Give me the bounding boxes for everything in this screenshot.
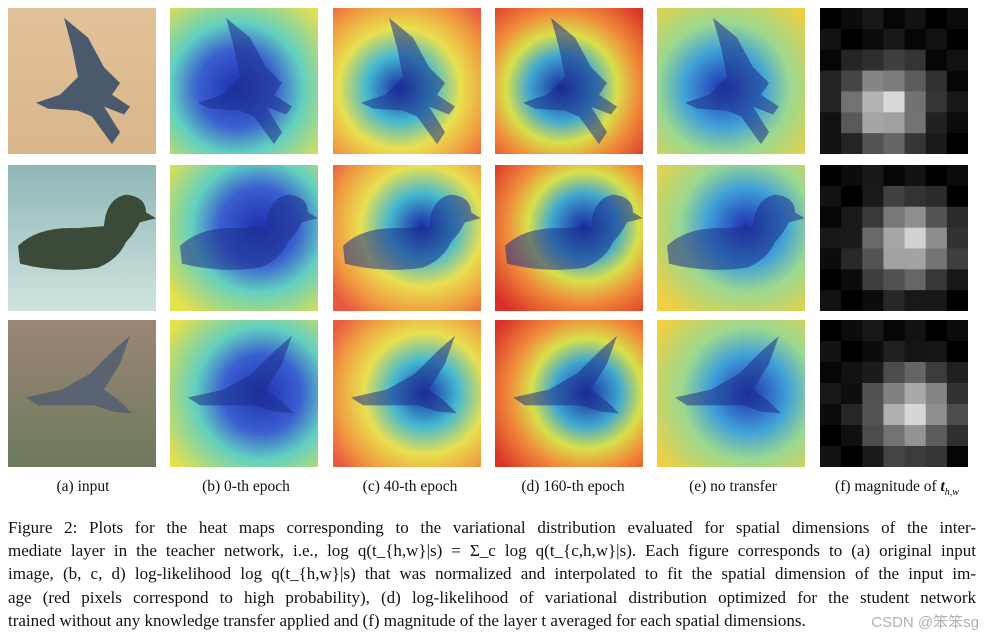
panel-d-row-2 xyxy=(495,165,643,311)
heat-map xyxy=(333,8,481,154)
heat-map xyxy=(657,8,805,154)
column-labels: (a) input (b) 0-th epoch (c) 40-th epoch… xyxy=(0,478,987,502)
heat-map xyxy=(495,8,643,154)
figure-grid xyxy=(8,8,968,467)
heat-map xyxy=(657,320,805,467)
panel-e-row-3 xyxy=(657,320,805,467)
heat-map xyxy=(657,165,805,311)
input-image xyxy=(8,320,156,467)
panel-b-row-2 xyxy=(170,165,318,311)
panel-a-row-3 xyxy=(8,320,156,467)
heat-map xyxy=(333,320,481,467)
label-f: (f) magnitude of th,w xyxy=(812,478,982,498)
label-a: (a) input xyxy=(56,478,110,495)
input-image xyxy=(8,165,156,311)
label-f-prefix: (f) magnitude of xyxy=(835,478,941,495)
panel-b-row-3 xyxy=(170,320,318,467)
panel-c-row-1 xyxy=(333,8,481,154)
caption-line-5: trained without any knowledge transfer a… xyxy=(8,610,806,630)
panel-f-row-1 xyxy=(820,8,968,154)
caption-line-3: image, (b, c, d) log-likelihood log q(t_… xyxy=(8,564,976,584)
heat-map xyxy=(495,165,643,311)
panel-e-row-1 xyxy=(657,8,805,154)
label-e: (e) no transfer xyxy=(689,478,777,495)
heat-map xyxy=(170,165,318,311)
caption-line-1: Figure 2: Plots for the heat maps corres… xyxy=(8,518,976,537)
label-f-symbol: t xyxy=(940,478,945,495)
magnitude-map xyxy=(820,8,968,154)
heat-map xyxy=(170,320,318,467)
label-b: (b) 0-th epoch xyxy=(202,478,290,495)
panel-d-row-1 xyxy=(495,8,643,154)
magnitude-map xyxy=(820,320,968,467)
input-image xyxy=(8,8,156,154)
heat-map xyxy=(333,165,481,311)
magnitude-map xyxy=(820,165,968,311)
figure-caption: Figure 2: Plots for the heat maps corres… xyxy=(8,516,976,632)
panel-d-row-3 xyxy=(495,320,643,467)
panel-a-row-1 xyxy=(8,8,156,154)
label-d: (d) 160-th epoch xyxy=(521,478,625,495)
panel-c-row-2 xyxy=(333,165,481,311)
panel-f-row-3 xyxy=(820,320,968,467)
label-f-sub: h,w xyxy=(944,487,959,499)
heat-map xyxy=(495,320,643,467)
watermark: CSDN @笨笨sg xyxy=(871,614,979,631)
caption-line-4: age (red pixels correspond to high proba… xyxy=(8,587,976,607)
panel-c-row-3 xyxy=(333,320,481,467)
panel-e-row-2 xyxy=(657,165,805,311)
panel-b-row-1 xyxy=(170,8,318,154)
caption-line-2: mediate layer in the teacher network, i.… xyxy=(8,541,976,561)
label-c: (c) 40-th epoch xyxy=(362,478,458,495)
heat-map xyxy=(170,8,318,154)
panel-f-row-2 xyxy=(820,165,968,311)
panel-a-row-2 xyxy=(8,165,156,311)
